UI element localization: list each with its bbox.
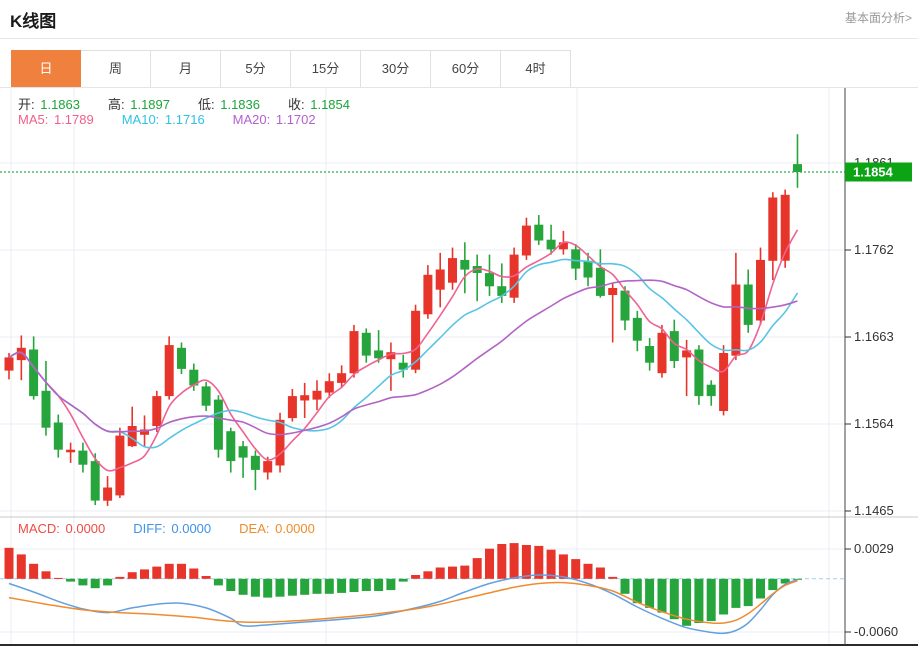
legend-item: DEA: 0.0000 bbox=[239, 521, 315, 536]
tabbar-divider bbox=[0, 87, 918, 88]
macd-legend: MACD: 0.0000 DIFF: 0.0000 DEA: 0.0000 bbox=[18, 521, 343, 536]
price-tick-1.1762: 1.1762 bbox=[854, 242, 894, 257]
legend-item: MA10: 1.1716 bbox=[121, 112, 205, 127]
fundamental-analysis-link[interactable]: 基本面分析> bbox=[844, 11, 912, 25]
title-divider bbox=[0, 38, 918, 39]
legend-item: MACD: 0.0000 bbox=[18, 521, 106, 536]
interval-tabbar: 日周月 5分 15分 30分 60分 4时 bbox=[11, 50, 571, 88]
legend-item: MA20: 1.1702 bbox=[232, 112, 316, 127]
legend-item: 开: 1.1863 bbox=[18, 97, 80, 112]
current-price-badge: 1.1854 bbox=[845, 162, 912, 182]
tab-5分[interactable]: 5分 bbox=[221, 50, 291, 88]
legend-item: 收: 1.1854 bbox=[288, 97, 350, 112]
price-tick-1.1663: 1.1663 bbox=[854, 329, 894, 344]
macd-tick-0.0029: 0.0029 bbox=[854, 541, 894, 556]
page-title: K线图 bbox=[10, 12, 57, 31]
tab-月[interactable]: 月 bbox=[151, 50, 221, 88]
legend-item: MA5: 1.1789 bbox=[18, 112, 94, 127]
diff-line bbox=[8, 574, 798, 635]
macd-histogram bbox=[4, 543, 802, 626]
tab-周[interactable]: 周 bbox=[81, 50, 151, 88]
current-price-value: 1.1854 bbox=[853, 165, 894, 180]
ohlc-legend: 开: 1.1863 高: 1.1897 低: 1.1836 收: 1.1854 bbox=[18, 94, 378, 113]
price-tick-1.1564: 1.1564 bbox=[854, 416, 894, 431]
legend-item: DIFF: 0.0000 bbox=[133, 521, 212, 536]
tab-日[interactable]: 日 bbox=[11, 50, 81, 88]
ma10-line bbox=[8, 258, 799, 449]
tab-15分[interactable]: 15分 bbox=[291, 50, 361, 88]
tab-30分[interactable]: 30分 bbox=[361, 50, 431, 88]
price-tick-1.1465: 1.1465 bbox=[854, 503, 894, 518]
tab-4时[interactable]: 4时 bbox=[501, 50, 571, 88]
legend-item: 低: 1.1836 bbox=[198, 97, 260, 112]
dea-line bbox=[8, 579, 798, 625]
macd-tick--0.0060: -0.0060 bbox=[854, 624, 898, 639]
ma20-line bbox=[8, 279, 798, 436]
legend-item: 高: 1.1897 bbox=[108, 97, 170, 112]
ma5-line bbox=[8, 229, 799, 472]
tab-60分[interactable]: 60分 bbox=[431, 50, 501, 88]
ma-legend: MA5: 1.1789 MA10: 1.1716 MA20: 1.1702 bbox=[18, 112, 344, 127]
kline-chart: 1.18611.17621.16631.15641.14650.0029-0.0… bbox=[0, 88, 918, 646]
